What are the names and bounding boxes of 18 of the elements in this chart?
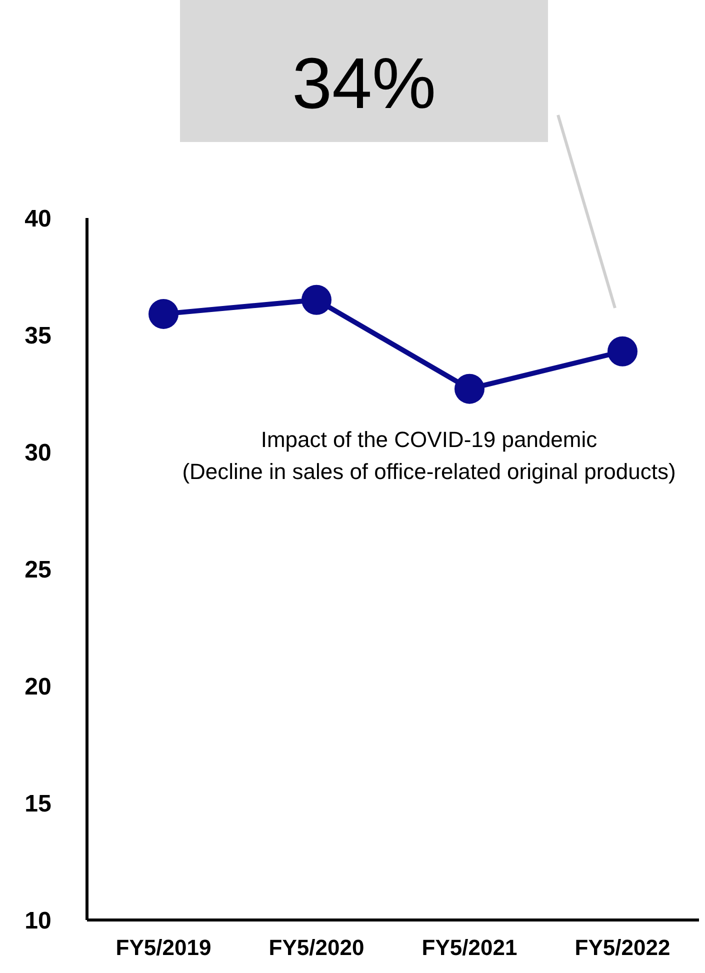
y-tick-label: 40 [24,205,52,232]
y-tick-label: 35 [24,322,52,350]
point [302,284,332,315]
x-tick-label: FY5/2020 [268,935,364,960]
text: 34% [292,44,436,124]
point [454,374,484,404]
y-tick-label: 10 [24,907,52,934]
annotation: (Decline in sales of office-related original products) [182,459,676,484]
y-tick-label: 25 [24,556,52,584]
x-tick-label: FY5/2019 [116,935,212,960]
point [608,336,638,366]
y-tick-label: 30 [24,439,52,466]
x-tick-label: FY5/2021 [422,935,518,960]
point [148,298,178,329]
y-tick-label: 20 [24,673,52,700]
x-tick-label: FY5/2022 [574,935,670,960]
annotation: Impact of the COVID-19 pandemic [260,427,598,452]
y-tick-label: 15 [24,790,52,818]
